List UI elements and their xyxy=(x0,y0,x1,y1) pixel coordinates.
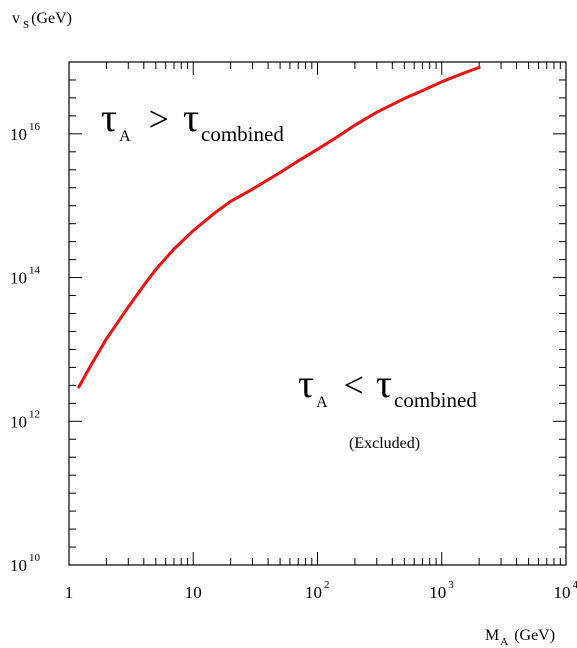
annotation-upper: τ A > τcombined xyxy=(101,95,284,146)
annotation-lower-tau: τ xyxy=(298,361,314,406)
axis-ticks xyxy=(69,62,566,565)
x-tick-label: 10 4 xyxy=(554,579,577,602)
annotation-upper-sub2: combined xyxy=(201,122,284,146)
y-axis-label-sub: S xyxy=(23,19,29,31)
annotation-upper-tau2: τ xyxy=(183,95,199,140)
annotation-excluded: (Excluded) xyxy=(349,435,420,452)
x-tick-label: 10 3 xyxy=(429,579,454,602)
y-axis-label-unit: (GeV) xyxy=(31,10,72,27)
y-axis-label: v S (GeV) xyxy=(12,10,72,31)
annotation-lower-tau2: τ xyxy=(376,361,392,406)
y-tick-label: 10 10 xyxy=(10,552,41,575)
x-tick-label: 10 2 xyxy=(305,579,330,602)
y-tick-label: 10 12 xyxy=(10,408,40,431)
x-tick-label: 10 xyxy=(185,583,202,602)
series-line xyxy=(79,67,479,387)
x-tick-label: 1 xyxy=(65,583,74,602)
x-axis-label-sub: A xyxy=(500,636,508,648)
y-tick-label: 10 14 xyxy=(10,265,41,288)
annotation-upper-tau: τ xyxy=(101,95,117,140)
annotation-upper-sub: A xyxy=(119,128,131,145)
y-tick-label: 10 16 xyxy=(10,121,41,144)
annotation-lower: τ A < τcombined xyxy=(298,361,477,412)
y-axis-label-main: v xyxy=(12,10,20,27)
annotation-upper-op: > xyxy=(149,99,169,139)
annotation-lower-sub2: combined xyxy=(394,388,477,412)
tick-labels: 1 10 10 2 10 3 10 4 10 10 10 12 10 14 10 16 xyxy=(10,121,577,602)
annotation-lower-sub: A xyxy=(316,394,328,411)
x-axis-label-unit: (GeV) xyxy=(514,627,555,644)
plot-frame xyxy=(69,62,566,565)
x-axis-label: MA (GeV) xyxy=(485,627,555,648)
x-axis-label-main: M xyxy=(485,627,499,644)
series-group xyxy=(79,67,479,387)
annotation-lower-op: < xyxy=(344,365,364,405)
